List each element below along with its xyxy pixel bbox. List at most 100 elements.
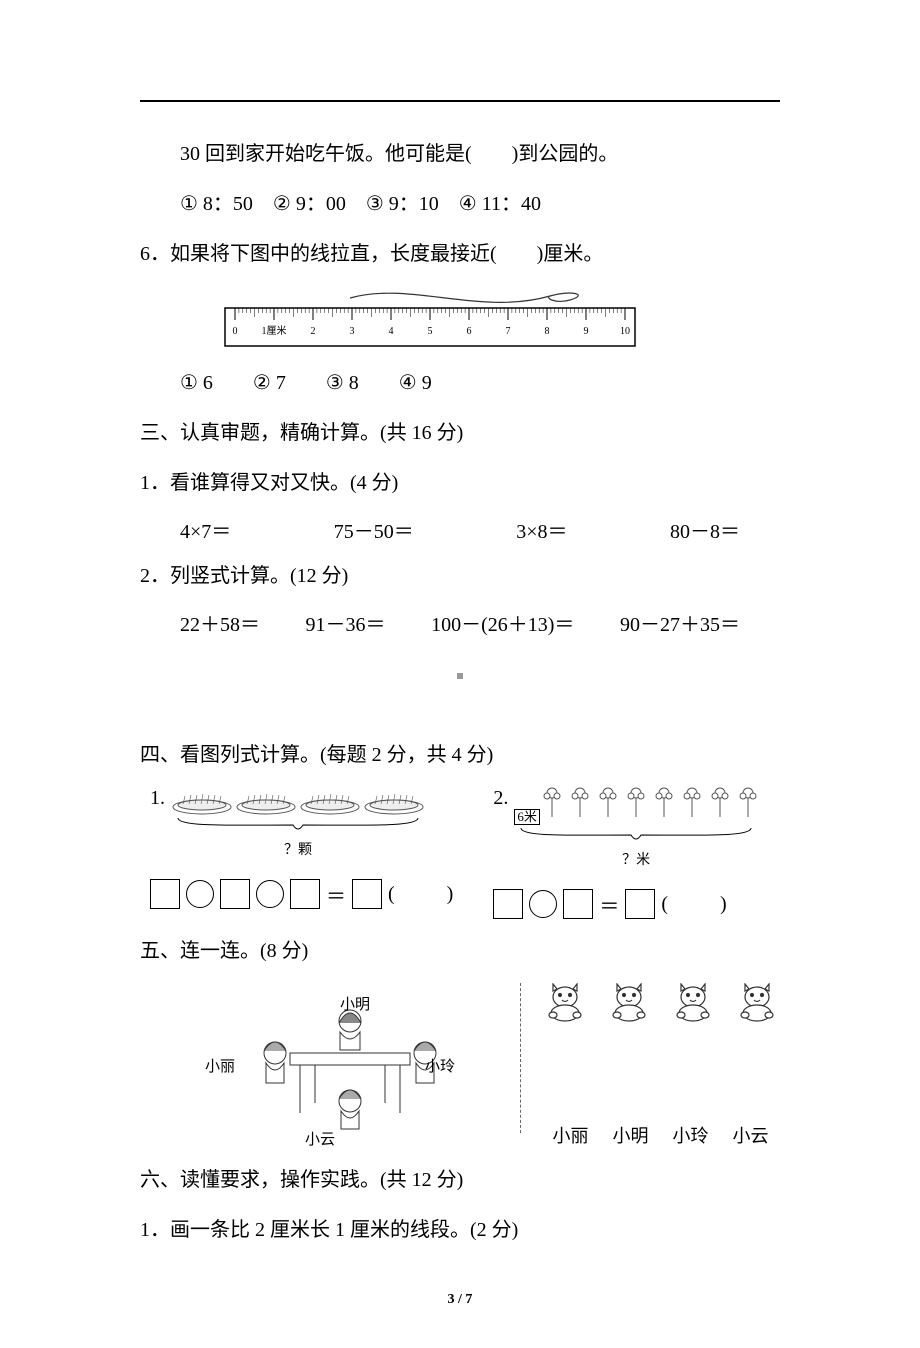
fig2-brace-label: ？米 xyxy=(514,849,758,869)
calc-item: 4×7＝ xyxy=(180,515,231,544)
svg-text:4: 4 xyxy=(389,326,394,337)
paren-space xyxy=(401,880,441,909)
cat-icon xyxy=(671,983,715,1028)
trees-row xyxy=(542,787,758,825)
q5-options: ① 8：50 ② 9：00 ③ 9：10 ④ 11：40 xyxy=(140,182,780,226)
tree-icon xyxy=(654,787,674,825)
answer-box[interactable] xyxy=(352,879,382,909)
svg-text:3: 3 xyxy=(350,326,355,337)
calc-item: 90－27＋35＝ xyxy=(620,608,740,637)
sec3-p2-stem: 2．列竖式计算。(12 分) xyxy=(140,554,780,598)
sec6-title: 六、读懂要求，操作实践。(共 12 分) xyxy=(140,1158,780,1202)
name-item: 小云 xyxy=(733,1122,769,1148)
page-root: 30 回到家开始吃午饭。他可能是( )到公园的。 ① 8：50 ② 9：00 ③… xyxy=(0,0,920,1348)
answer-box[interactable] xyxy=(220,879,250,909)
vertical-dashed-divider xyxy=(520,983,521,1133)
brace-icon xyxy=(516,825,756,847)
svg-text:1厘米: 1厘米 xyxy=(262,324,287,337)
svg-text:8: 8 xyxy=(545,326,550,337)
tree-icon xyxy=(598,787,618,825)
svg-text:2: 2 xyxy=(311,326,316,337)
fig1: 1. ？颗 ＝ ( ) xyxy=(150,787,453,919)
sec3-p1-stem: 1．看谁算得又对又快。(4 分) xyxy=(140,461,780,505)
ruler-figure: 0 1厘米 2 3 4 5 6 7 8 9 10 xyxy=(220,286,640,351)
calc-item: 80－8＝ xyxy=(670,515,740,544)
fig2-equation: ＝ ( ) xyxy=(493,889,780,919)
sec4-title: 四、看图列式计算。(每题 2 分，共 4 分) xyxy=(140,733,780,777)
q6-options: ① 6 ② 7 ③ 8 ④ 9 xyxy=(140,361,780,405)
name-item: 小玲 xyxy=(673,1122,709,1148)
calc-item: 75－50＝ xyxy=(334,515,414,544)
sec3-p2-items: 22＋58＝ 91－36＝ 100－(26＋13)＝ 90－27＋35＝ xyxy=(140,608,740,637)
cat-icon xyxy=(607,983,651,1028)
q6-stem: 6．如果将下图中的线拉直，长度最接近( )厘米。 xyxy=(140,232,780,276)
svg-text:9: 9 xyxy=(584,326,589,337)
tree-icon xyxy=(682,787,702,825)
svg-text:10: 10 xyxy=(620,326,630,337)
fig1-equation: ＝ ( ) xyxy=(150,879,453,909)
plates-row xyxy=(171,787,425,815)
fig1-brace-label: ？颗 xyxy=(171,839,425,859)
tree-icon xyxy=(570,787,590,825)
paren-space xyxy=(674,890,714,919)
answer-box[interactable] xyxy=(563,889,593,919)
calc-space xyxy=(140,667,780,727)
plate-icon xyxy=(235,787,297,815)
brace-icon xyxy=(173,815,423,837)
cat-icon xyxy=(543,983,587,1028)
svg-text:5: 5 xyxy=(428,326,433,337)
calc-item: 100－(26＋13)＝ xyxy=(431,608,574,637)
page-footer: 3 / 7 xyxy=(140,1292,780,1308)
fig1-num: 1. xyxy=(150,787,165,810)
operator-circle[interactable] xyxy=(529,890,557,918)
name-item: 小明 xyxy=(613,1122,649,1148)
paren-open: ( xyxy=(388,883,395,906)
label-xl: 小丽 xyxy=(205,1055,235,1076)
fig2-num: 2. xyxy=(493,787,508,810)
sec6-p1: 1．画一条比 2 厘米长 1 厘米的线段。(2 分) xyxy=(140,1208,780,1252)
name-item: 小丽 xyxy=(553,1122,589,1148)
sec4-figures: 1. ？颗 ＝ ( ) xyxy=(150,787,780,919)
sec5-wrap: 小明 小丽 小玲 小云 小丽 小明 小玲 小云 xyxy=(200,983,780,1148)
answer-box[interactable] xyxy=(290,879,320,909)
svg-text:0: 0 xyxy=(233,326,238,337)
paren-close: ) xyxy=(720,893,727,916)
label-xm: 小明 xyxy=(340,993,370,1014)
sec3-p1-items: 4×7＝ 75－50＝ 3×8＝ 80－8＝ xyxy=(140,515,740,544)
center-dot-icon xyxy=(457,673,463,679)
cats-row xyxy=(543,983,779,1028)
label-xy: 小云 xyxy=(305,1128,335,1149)
plate-icon xyxy=(363,787,425,815)
tree-icon xyxy=(542,787,562,825)
sec5-right: 小丽 小明 小玲 小云 xyxy=(541,983,780,1148)
sec3-title: 三、认真审题，精确计算。(共 16 分) xyxy=(140,411,780,455)
q5-line1: 30 回到家开始吃午饭。他可能是( )到公园的。 xyxy=(140,132,780,176)
svg-text:6: 6 xyxy=(467,326,472,337)
calc-item: 91－36＝ xyxy=(306,608,386,637)
paren-close: ) xyxy=(447,883,454,906)
operator-circle[interactable] xyxy=(186,880,214,908)
fig2-6m-box: 6米 xyxy=(514,809,540,825)
equals-sign: ＝ xyxy=(326,880,346,909)
fig2: 2. 6米 ？米 ＝ ( xyxy=(493,787,780,919)
paren-open: ( xyxy=(661,893,668,916)
calc-item: 3×8＝ xyxy=(516,515,567,544)
tree-icon xyxy=(710,787,730,825)
answer-box[interactable] xyxy=(625,889,655,919)
tree-icon xyxy=(626,787,646,825)
answer-box[interactable] xyxy=(150,879,180,909)
operator-circle[interactable] xyxy=(256,880,284,908)
plate-icon xyxy=(299,787,361,815)
answer-box[interactable] xyxy=(493,889,523,919)
sec5-left-scene: 小明 小丽 小玲 小云 xyxy=(200,983,500,1148)
svg-text:7: 7 xyxy=(506,326,511,337)
plate-icon xyxy=(171,787,233,815)
calc-item: 22＋58＝ xyxy=(180,608,260,637)
names-row: 小丽 小明 小玲 小云 xyxy=(553,1122,769,1148)
tree-icon xyxy=(738,787,758,825)
equals-sign: ＝ xyxy=(599,890,619,919)
top-rule xyxy=(140,100,780,102)
sec5-title: 五、连一连。(8 分) xyxy=(140,929,780,973)
cat-icon xyxy=(735,983,779,1028)
label-xling: 小玲 xyxy=(425,1055,455,1076)
